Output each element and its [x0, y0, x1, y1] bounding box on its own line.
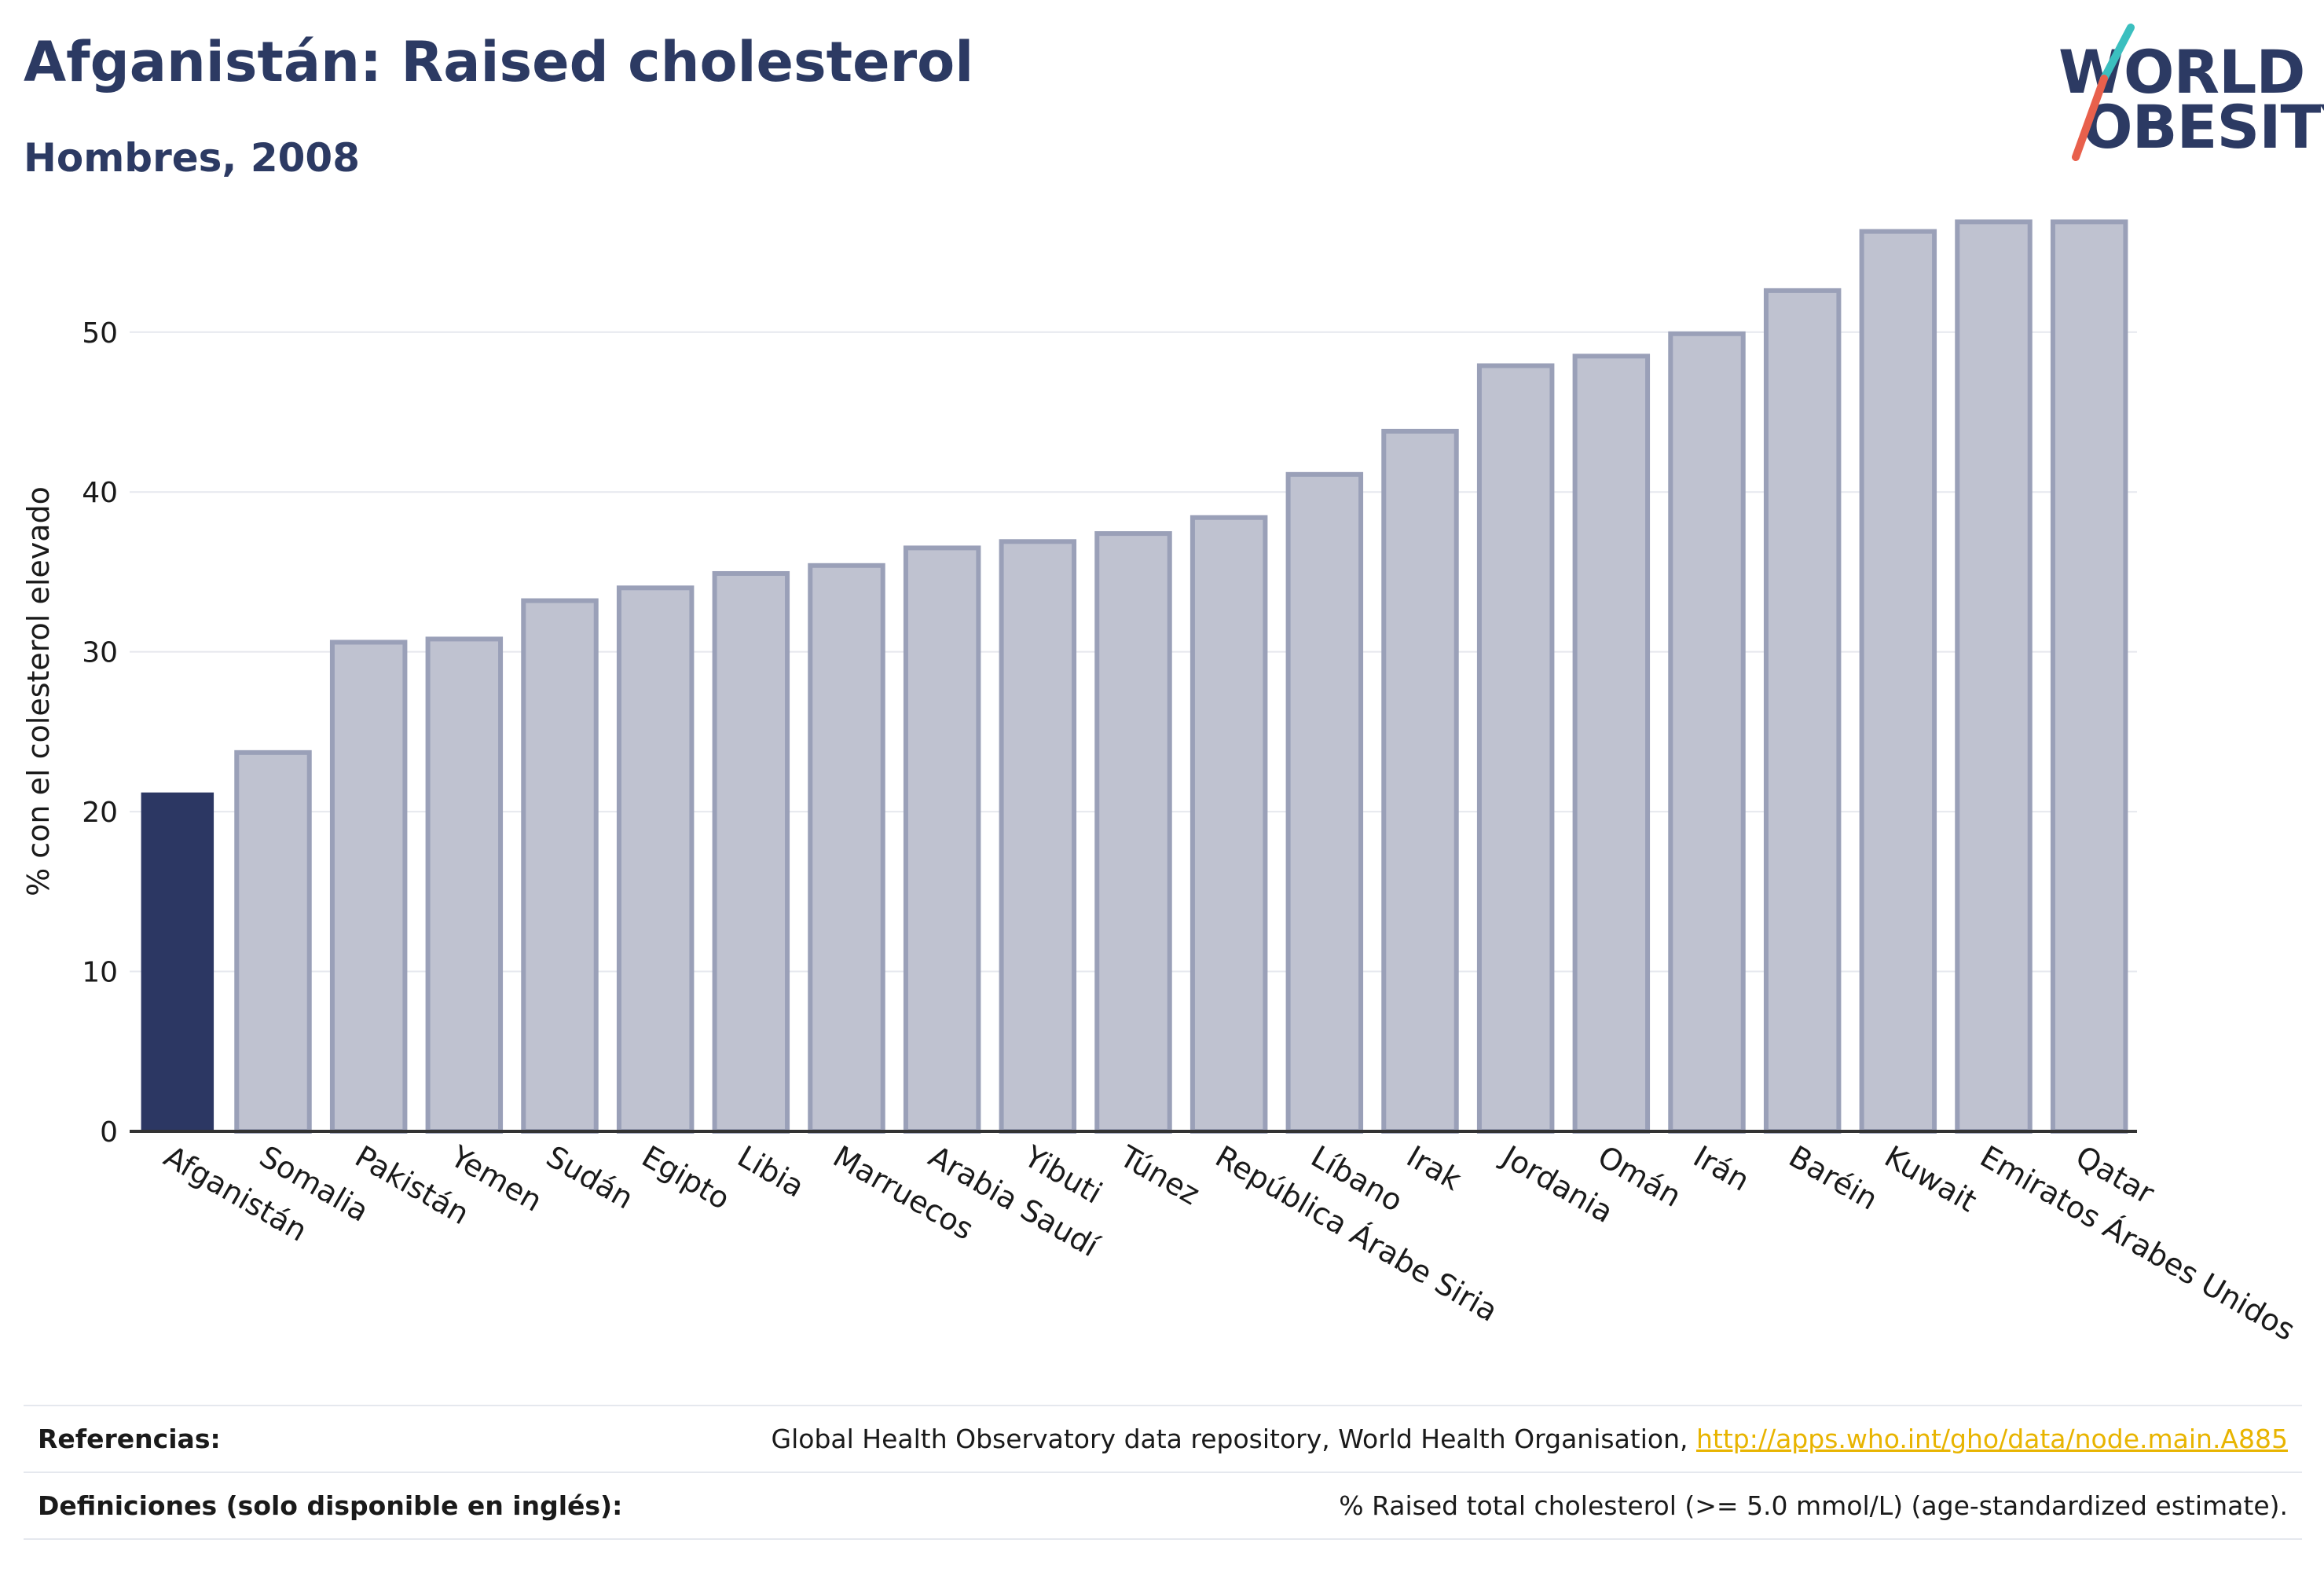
bar-3	[329, 640, 408, 1134]
y-tick-label: 0	[100, 1116, 118, 1149]
x-tick-label: Baréin	[1783, 1139, 1884, 1217]
bar-11	[1094, 531, 1172, 1134]
bar-16	[1572, 354, 1651, 1134]
bars	[141, 219, 2128, 1134]
references-row: Referencias: Global Health Observatory d…	[24, 1405, 2302, 1472]
bar-1	[141, 792, 214, 1131]
bar-15	[1476, 363, 1555, 1134]
bar-20	[1955, 219, 2033, 1134]
bar-6	[616, 585, 695, 1134]
footer: Referencias: Global Health Observatory d…	[24, 1405, 2302, 1540]
bar-19	[1859, 229, 1937, 1134]
y-tick-label: 30	[82, 637, 118, 669]
x-tick-label: Irak	[1401, 1139, 1467, 1197]
bar-7	[712, 570, 790, 1134]
bar-21	[2050, 219, 2128, 1134]
bar-18	[1763, 288, 1842, 1134]
bar-10	[999, 539, 1077, 1134]
definitions-label: Definiciones (solo disponible en inglés)…	[38, 1490, 623, 1521]
references-link[interactable]: http://apps.who.int/gho/data/node.main.A…	[1695, 1424, 2288, 1454]
references-text: Global Health Observatory data repositor…	[771, 1424, 1696, 1454]
x-tick-label: Túnez	[1113, 1138, 1205, 1211]
x-tick-label: Jordania	[1495, 1138, 1619, 1230]
bar-9	[903, 545, 981, 1134]
definitions-value: % Raised total cholesterol (>= 5.0 mmol/…	[1339, 1490, 2288, 1521]
references-label: Referencias:	[38, 1424, 221, 1454]
page-title: Afganistán: Raised cholesterol	[24, 30, 974, 94]
bar-8	[808, 563, 885, 1134]
bar-17	[1668, 331, 1746, 1134]
bar-5	[521, 598, 599, 1134]
bar-chart: 0 10 20 30 40 50 AfganistánSomaliaPakistánYem…	[21, 219, 2301, 1347]
bar-2	[234, 750, 312, 1134]
x-tick-label: Egipto	[636, 1139, 736, 1217]
x-tick-label: Libia	[731, 1139, 810, 1204]
y-tick-label: 40	[82, 477, 118, 509]
page-subtitle: Hombres, 2008	[24, 135, 360, 181]
bar-14	[1381, 428, 1459, 1134]
y-axis-title: % con el colesterol elevado	[21, 486, 56, 896]
world-obesity-logo: WORLD OBESITY	[2043, 24, 2324, 165]
y-tick-label: 10	[82, 957, 118, 989]
y-axis-labels: 0 10 20 30 40 50	[82, 317, 118, 1149]
x-tick-label: Kuwait	[1879, 1139, 1982, 1219]
x-tick-label: Sudán	[541, 1139, 640, 1216]
x-tick-label: Irán	[1688, 1139, 1755, 1198]
y-tick-label: 50	[82, 317, 118, 350]
references-value: Global Health Observatory data repositor…	[772, 1424, 2302, 1454]
bar-12	[1189, 515, 1268, 1134]
x-axis-labels: AfganistánSomaliaPakistánYemenSudánEgipt…	[158, 1138, 2300, 1347]
bar-13	[1285, 471, 1364, 1134]
definitions-row: Definiciones (solo disponible en inglés)…	[24, 1472, 2302, 1540]
logo-line-2: OBESITY	[2082, 92, 2324, 162]
bar-4	[425, 636, 504, 1134]
logo-slash-icon	[2072, 24, 2135, 161]
y-tick-label: 20	[82, 797, 118, 829]
